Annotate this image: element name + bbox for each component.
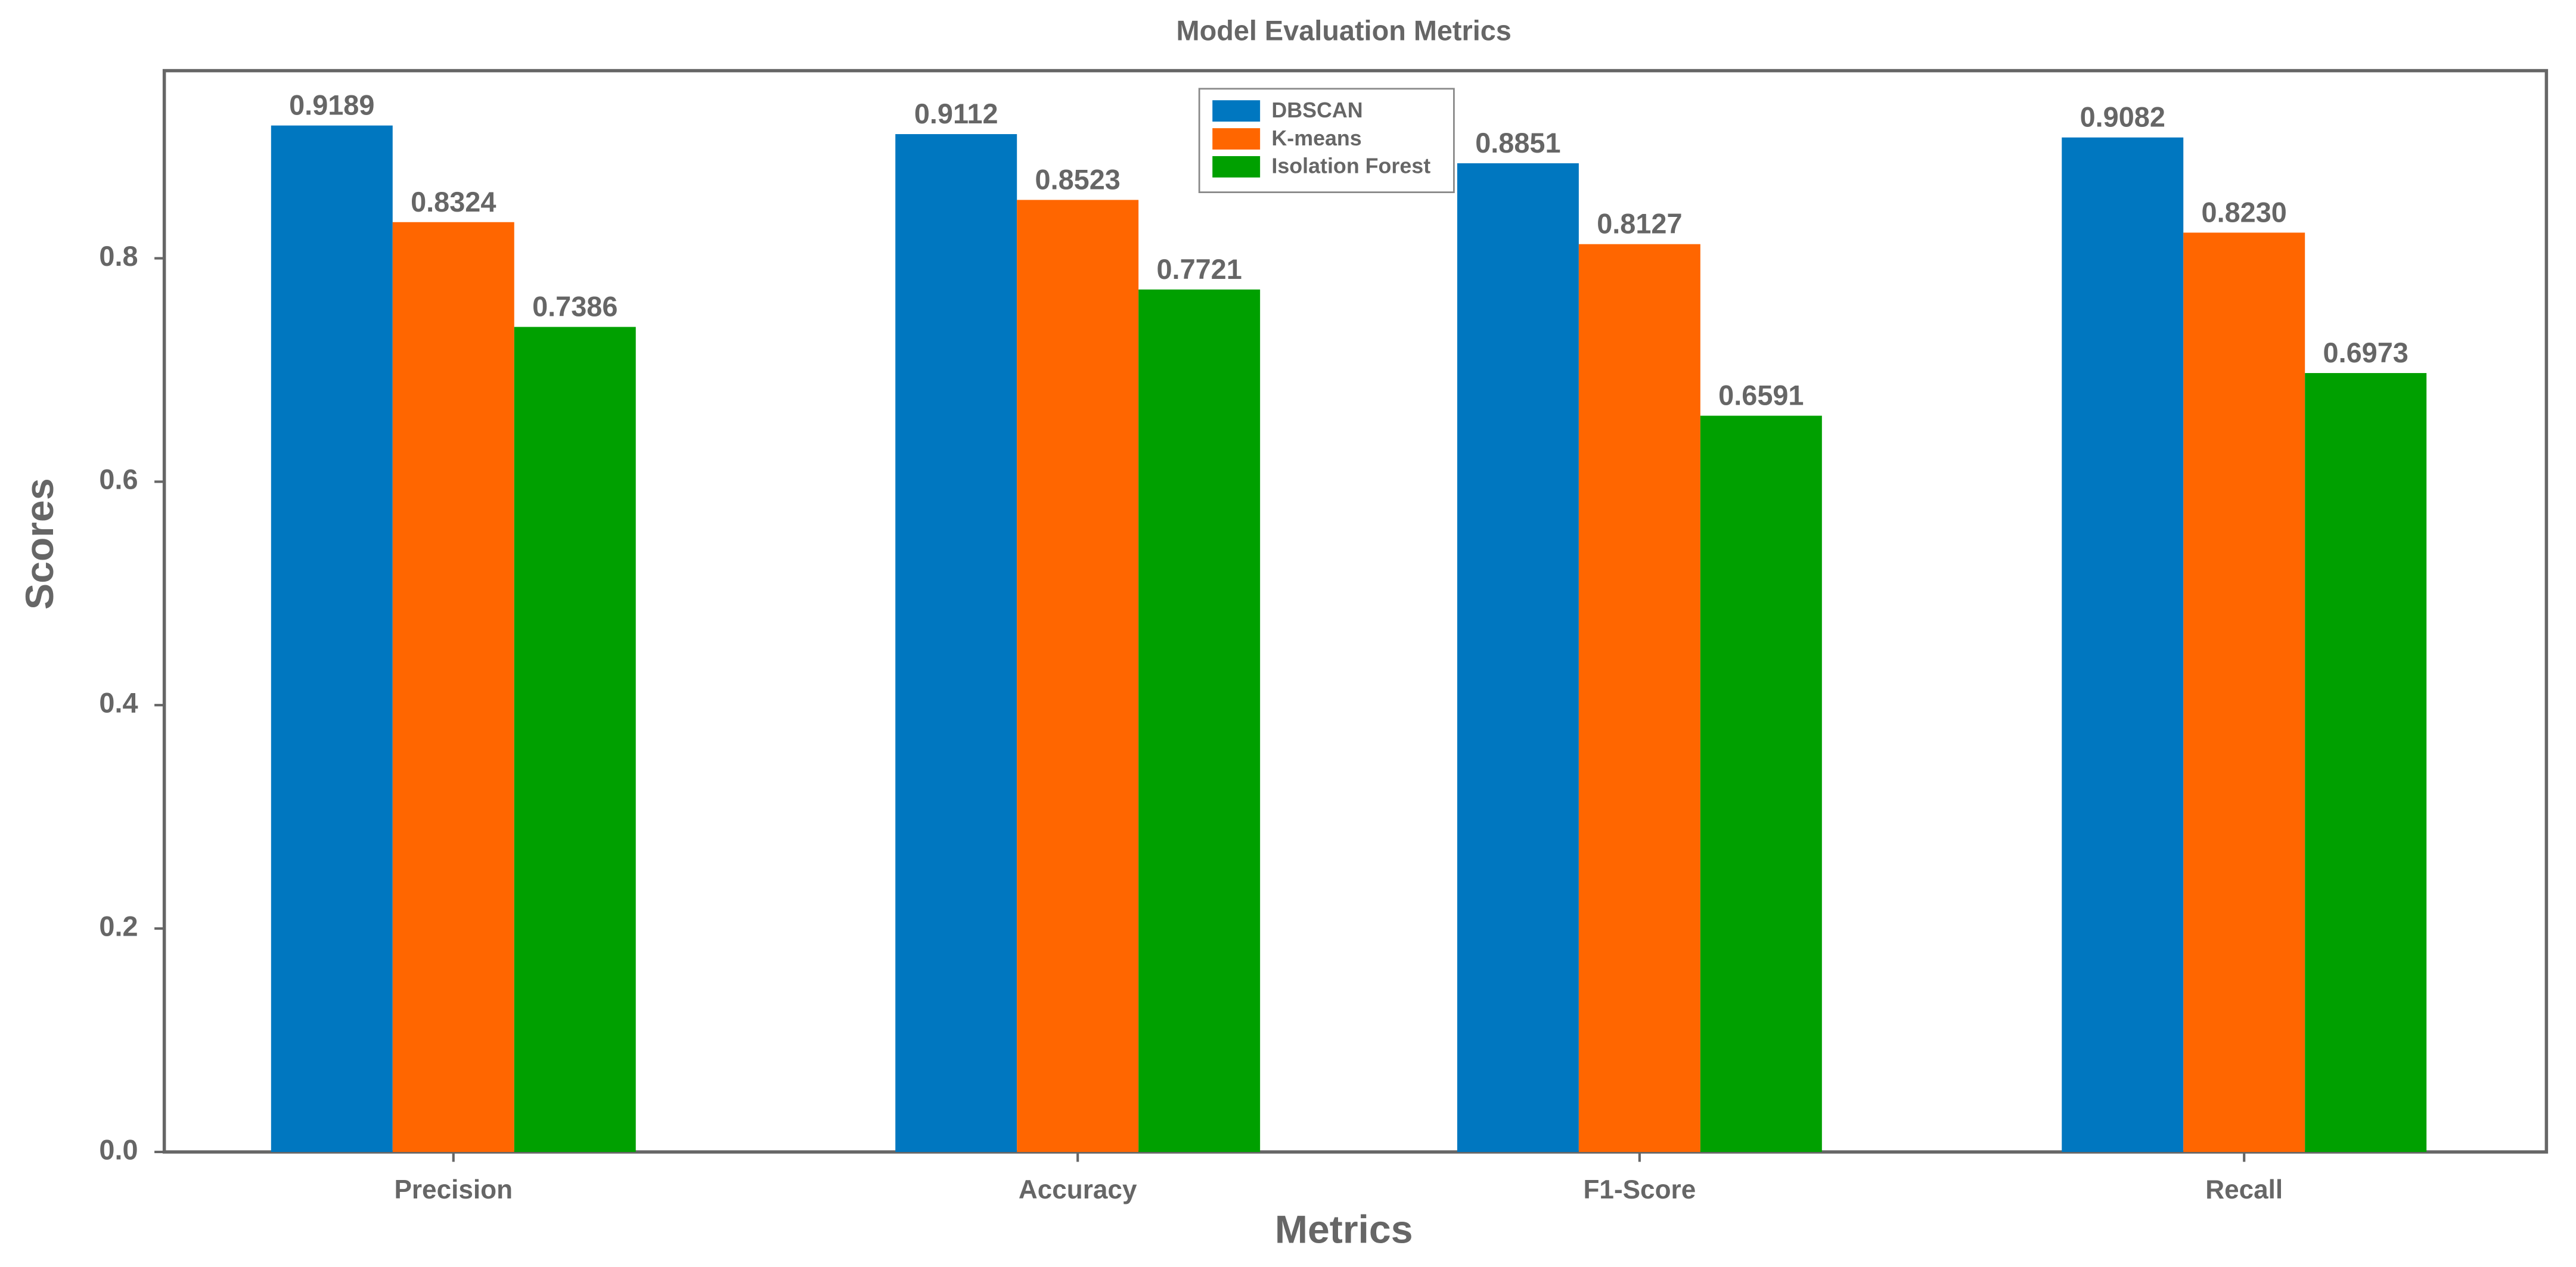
bar bbox=[392, 222, 514, 1152]
bar bbox=[514, 327, 636, 1152]
value-label: 0.7386 bbox=[532, 291, 617, 322]
bar bbox=[2305, 372, 2427, 1152]
x-tick-label: Recall bbox=[2205, 1175, 2283, 1204]
value-label: 0.6591 bbox=[1718, 380, 1804, 411]
legend-swatch bbox=[1212, 156, 1261, 178]
y-axis-label: Scores bbox=[18, 478, 62, 610]
value-label: 0.8324 bbox=[411, 187, 496, 218]
bar bbox=[1578, 244, 1700, 1152]
x-tick-label: Precision bbox=[394, 1175, 513, 1204]
value-label: 0.8851 bbox=[1475, 128, 1560, 159]
y-tick-label: 0.8 bbox=[99, 241, 138, 272]
plot-frame bbox=[162, 69, 2549, 1154]
bar bbox=[1700, 415, 1822, 1152]
value-label: 0.9082 bbox=[2080, 102, 2165, 133]
value-label: 0.6973 bbox=[2323, 337, 2409, 368]
value-label: 0.8127 bbox=[1597, 209, 1682, 240]
legend-label: K-means bbox=[1271, 126, 1361, 150]
bar bbox=[2062, 137, 2184, 1152]
value-label: 0.9112 bbox=[914, 98, 998, 129]
legend-swatch bbox=[1212, 128, 1261, 150]
y-tick-label: 0.0 bbox=[99, 1134, 138, 1165]
bar bbox=[1138, 289, 1261, 1152]
y-tick-label: 0.6 bbox=[99, 464, 138, 495]
x-tick-label: F1-Score bbox=[1584, 1175, 1696, 1204]
value-label: 0.8230 bbox=[2202, 197, 2287, 228]
chart-title: Model Evaluation Metrics bbox=[1177, 15, 1512, 46]
bar bbox=[271, 125, 393, 1152]
value-label: 0.8523 bbox=[1035, 164, 1121, 195]
legend-swatch bbox=[1212, 100, 1261, 122]
bar bbox=[895, 134, 1017, 1152]
legend-label: Isolation Forest bbox=[1271, 154, 1430, 178]
legend-label: DBSCAN bbox=[1271, 98, 1363, 122]
bar bbox=[1017, 200, 1139, 1152]
y-tick-label: 0.2 bbox=[99, 911, 138, 942]
y-tick-label: 0.4 bbox=[99, 688, 138, 719]
value-label: 0.7721 bbox=[1157, 254, 1242, 285]
bar bbox=[2183, 232, 2305, 1152]
bar bbox=[1457, 163, 1579, 1152]
x-tick-label: Accuracy bbox=[1019, 1175, 1137, 1204]
value-label: 0.9189 bbox=[289, 90, 374, 121]
x-axis-label: Metrics bbox=[1275, 1208, 1413, 1252]
